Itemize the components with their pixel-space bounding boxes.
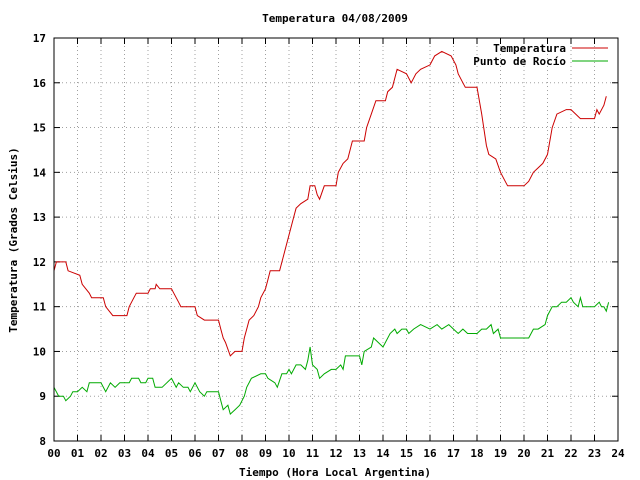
x-tick-label: 01 — [71, 447, 85, 460]
x-tick-label: 14 — [376, 447, 390, 460]
x-tick-label: 22 — [564, 447, 577, 460]
x-tick-label: 21 — [541, 447, 555, 460]
y-axis-label: Temperatura (Grados Celsius) — [7, 147, 20, 332]
x-tick-label: 24 — [611, 447, 625, 460]
x-axis-label: Tiempo (Hora Local Argentina) — [239, 466, 431, 479]
y-tick-label: 11 — [33, 301, 47, 314]
y-tick-label: 16 — [33, 77, 47, 90]
y-tick-label: 14 — [33, 166, 47, 179]
x-tick-label: 11 — [306, 447, 320, 460]
legend-label-temperatura: Temperatura — [493, 42, 566, 55]
x-tick-label: 19 — [494, 447, 507, 460]
y-tick-label: 8 — [39, 435, 46, 448]
y-tick-label: 17 — [33, 32, 46, 45]
x-tick-label: 09 — [259, 447, 272, 460]
y-tick-label: 9 — [39, 390, 46, 403]
legend-label-punto-de-rocio: Punto de Rocío — [473, 55, 566, 68]
axis-ticks: 00 01 02 03 04 05 06 07 08 09 10 11 12 13 14 15 16 17 18 19… — [33, 32, 625, 460]
x-tick-label: 10 — [282, 447, 295, 460]
x-tick-label: 12 — [329, 447, 342, 460]
chart-title: Temperatura 04/08/2009 — [262, 12, 408, 25]
y-tick-label: 10 — [33, 345, 46, 358]
series-line-punto-de-rocio — [53, 295, 610, 416]
x-tick-label: 05 — [165, 447, 178, 460]
plot-frame — [53, 37, 619, 442]
series-line-temperatura — [53, 50, 607, 357]
grid — [54, 38, 618, 441]
x-tick-label: 02 — [94, 447, 107, 460]
x-tick-label: 18 — [470, 447, 483, 460]
x-tick-label: 13 — [353, 447, 366, 460]
x-tick-label: 06 — [188, 447, 202, 460]
x-tick-label: 08 — [235, 447, 248, 460]
y-tick-label: 13 — [33, 211, 46, 224]
x-tick-label: 15 — [400, 447, 413, 460]
y-tick-label: 12 — [33, 256, 46, 269]
x-tick-label: 04 — [141, 447, 155, 460]
x-tick-label: 17 — [447, 447, 460, 460]
series-lines — [53, 50, 610, 416]
y-tick-label: 15 — [33, 122, 46, 135]
x-tick-label: 00 — [47, 447, 60, 460]
x-tick-label: 20 — [517, 447, 530, 460]
legend: Temperatura Punto de Rocío — [473, 42, 608, 68]
x-tick-label: 03 — [118, 447, 131, 460]
x-tick-label: 16 — [423, 447, 437, 460]
x-tick-label: 23 — [588, 447, 601, 460]
x-tick-label: 07 — [212, 447, 225, 460]
